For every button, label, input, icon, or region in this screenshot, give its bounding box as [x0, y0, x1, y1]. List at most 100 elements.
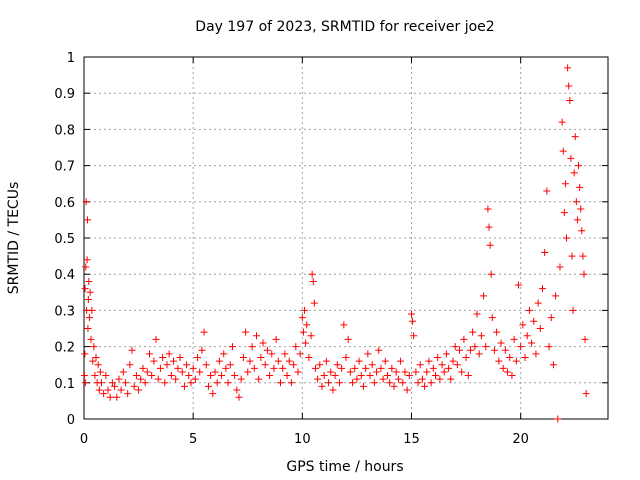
data-point	[275, 358, 282, 365]
data-point	[233, 387, 240, 394]
data-point	[303, 321, 310, 328]
data-point	[564, 64, 571, 71]
x-tick-label: 20	[512, 432, 529, 447]
data-point	[124, 390, 131, 397]
data-point	[393, 368, 400, 375]
grid-lines	[84, 57, 608, 419]
data-point	[412, 368, 419, 375]
data-point	[445, 365, 452, 372]
data-point	[168, 372, 175, 379]
data-point	[288, 379, 295, 386]
data-point	[541, 249, 548, 256]
data-point	[373, 368, 380, 375]
data-point	[177, 354, 184, 361]
data-point	[340, 321, 347, 328]
data-point	[82, 263, 89, 270]
data-point	[316, 361, 323, 368]
data-point	[133, 372, 140, 379]
data-point	[96, 387, 103, 394]
data-point	[187, 379, 194, 386]
data-point	[409, 318, 416, 325]
data-point	[474, 311, 481, 318]
data-point	[148, 372, 155, 379]
data-point	[404, 387, 411, 394]
data-point	[246, 358, 253, 365]
data-point	[225, 379, 232, 386]
data-point	[310, 278, 317, 285]
data-point	[498, 339, 505, 346]
data-point	[524, 332, 531, 339]
data-point	[493, 329, 500, 336]
data-point	[229, 343, 236, 350]
data-point	[93, 354, 100, 361]
data-point	[561, 209, 568, 216]
data-point	[487, 242, 494, 249]
data-point	[264, 347, 271, 354]
data-point	[84, 256, 91, 263]
data-point	[157, 365, 164, 372]
data-point	[556, 263, 563, 270]
data-point	[458, 368, 465, 375]
data-point	[240, 354, 247, 361]
data-point	[384, 372, 391, 379]
data-point	[85, 278, 92, 285]
y-tick-label: 0.5	[54, 232, 75, 247]
data-point	[432, 372, 439, 379]
data-point	[139, 365, 146, 372]
data-point	[439, 361, 446, 368]
data-point	[279, 365, 286, 372]
data-point	[122, 379, 129, 386]
data-point	[430, 365, 437, 372]
data-point	[369, 361, 376, 368]
y-tick-label: 0.1	[54, 377, 75, 392]
data-point	[575, 162, 582, 169]
data-point	[522, 354, 529, 361]
data-point	[253, 332, 260, 339]
y-tick-label: 0.7	[54, 160, 75, 175]
data-point	[580, 271, 587, 278]
x-tick-label: 15	[403, 432, 420, 447]
data-point	[85, 296, 92, 303]
data-point	[183, 361, 190, 368]
data-point	[478, 332, 485, 339]
data-point	[249, 343, 256, 350]
data-point	[129, 347, 136, 354]
y-tick-label: 0.2	[54, 341, 75, 356]
data-point	[170, 358, 177, 365]
data-point	[530, 318, 537, 325]
data-point	[172, 376, 179, 383]
data-point	[227, 361, 234, 368]
data-point	[87, 289, 94, 296]
data-point	[343, 354, 350, 361]
data-point	[84, 216, 91, 223]
data-point	[401, 368, 408, 375]
data-point	[377, 365, 384, 372]
data-point	[408, 311, 415, 318]
y-tick-label: 0.9	[54, 87, 75, 102]
data-point	[571, 169, 578, 176]
data-point	[417, 361, 424, 368]
data-point	[98, 379, 105, 386]
data-point	[294, 368, 301, 375]
data-point	[574, 216, 581, 223]
chart-title: Day 197 of 2023, SRMTID for receiver joe…	[195, 19, 494, 35]
data-point	[579, 253, 586, 260]
data-point	[356, 358, 363, 365]
data-point	[203, 361, 210, 368]
data-point	[582, 336, 589, 343]
data-point	[284, 372, 291, 379]
data-point	[570, 307, 577, 314]
data-point	[174, 365, 181, 372]
data-point	[305, 354, 312, 361]
data-point	[572, 133, 579, 140]
data-point	[268, 350, 275, 357]
data-point	[441, 368, 448, 375]
data-point	[367, 372, 374, 379]
data-point	[351, 365, 358, 372]
data-point	[290, 361, 297, 368]
data-point	[502, 347, 509, 354]
data-point	[471, 343, 478, 350]
data-point	[336, 379, 343, 386]
data-point	[548, 314, 555, 321]
data-point	[452, 343, 459, 350]
